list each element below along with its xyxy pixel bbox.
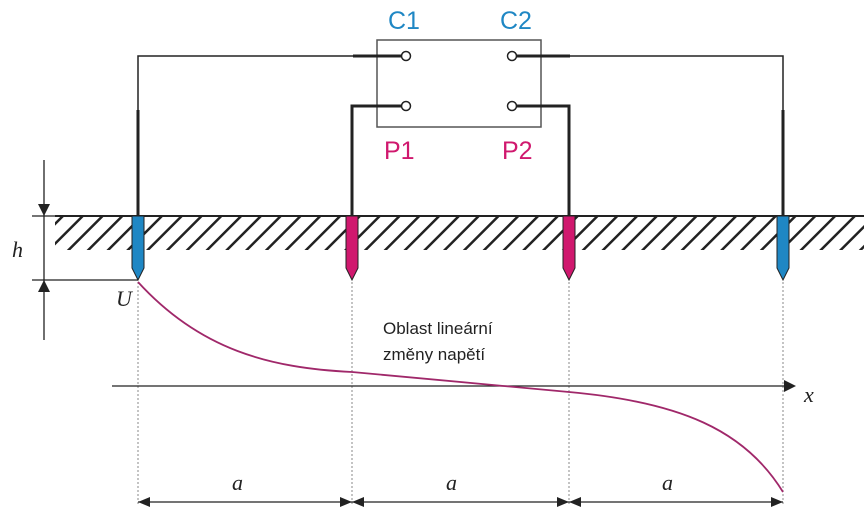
label-c1: C1 xyxy=(388,7,420,35)
wire-c2 xyxy=(512,55,784,218)
spacing-arrow-3-right xyxy=(771,497,783,507)
spacing-arrow-1-left xyxy=(138,497,150,507)
electrode-c2 xyxy=(776,215,790,282)
spacing-arrow-2-right xyxy=(557,497,569,507)
label-spacing-2: a xyxy=(446,470,457,495)
label-spacing-3: a xyxy=(662,470,673,495)
label-p1: P1 xyxy=(384,137,415,165)
depth-arrow-down xyxy=(38,204,50,216)
label-c2: C2 xyxy=(500,7,532,35)
spacing-arrow-3-left xyxy=(569,497,581,507)
potential-curve xyxy=(137,281,784,493)
terminal-p1 xyxy=(400,100,412,112)
spacing-arrow-1-right xyxy=(340,497,352,507)
label-x-axis: x xyxy=(803,382,814,407)
ground-hatch xyxy=(55,216,864,250)
label-potential: U xyxy=(116,286,134,311)
terminal-c1 xyxy=(400,50,412,62)
depth-arrow-up xyxy=(38,280,50,292)
spacing-arrow-2-left xyxy=(352,497,364,507)
wire-p2 xyxy=(516,104,571,218)
electrode-p1 xyxy=(345,215,359,282)
wire-p1 xyxy=(350,104,402,218)
electrode-c1 xyxy=(131,215,145,282)
label-spacing-1: a xyxy=(232,470,243,495)
label-p2: P2 xyxy=(502,137,533,165)
terminal-p2 xyxy=(506,100,518,112)
electrode-p2 xyxy=(562,215,576,282)
x-axis-arrow xyxy=(784,380,796,392)
label-depth: h xyxy=(12,237,23,262)
meter-box xyxy=(376,39,542,128)
region-label-line1: Oblast lineární xyxy=(383,319,493,338)
wire-c1 xyxy=(137,55,406,218)
terminal-c2 xyxy=(506,50,518,62)
region-label-line2: změny napětí xyxy=(383,345,485,364)
